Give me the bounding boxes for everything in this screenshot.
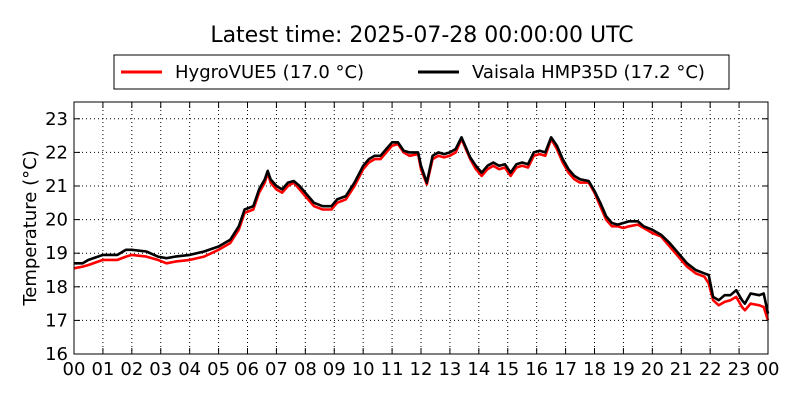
series-group — [73, 136, 770, 321]
x-tick-label: 08 — [294, 359, 317, 380]
x-tick-label: 16 — [525, 359, 548, 380]
x-tick-label: 11 — [381, 359, 404, 380]
x-tick-label: 05 — [207, 359, 230, 380]
series-line-1 — [74, 136, 770, 314]
legend-label-hygrovue5: HygroVUE5 (17.0 °C) — [175, 62, 364, 83]
x-tick-label: 07 — [265, 359, 288, 380]
y-axis-label: Temperature (°C) — [20, 150, 41, 306]
x-tick-label: 13 — [438, 359, 461, 380]
x-tick-label: 17 — [554, 359, 577, 380]
chart-title: Latest time: 2025-07-28 00:00:00 UTC — [210, 23, 633, 48]
x-tick-label: 10 — [352, 359, 375, 380]
y-tick-label: 19 — [45, 243, 68, 264]
x-tick-label: 06 — [236, 359, 259, 380]
x-tick-label: 21 — [670, 359, 693, 380]
y-tick-label: 17 — [45, 310, 68, 331]
x-tick-label: 23 — [728, 359, 751, 380]
x-tick-label: 19 — [612, 359, 635, 380]
y-tick-label: 21 — [45, 176, 68, 197]
x-tick-label: 12 — [410, 359, 433, 380]
x-tick-label: 00 — [63, 359, 86, 380]
x-tick-label: 04 — [178, 359, 201, 380]
y-tick-label: 23 — [45, 109, 68, 130]
x-tick-label: 09 — [323, 359, 346, 380]
x-tick-label: 18 — [583, 359, 606, 380]
legend: HygroVUE5 (17.0 °C) Vaisala HMP35D (17.2… — [113, 54, 730, 90]
x-tick-label: 02 — [120, 359, 143, 380]
x-tick-label: 03 — [149, 359, 172, 380]
y-tick-label: 16 — [45, 344, 68, 365]
axes: 00 01 02 03 04 05 06 07 08 09 10 11 12 13 14 15 16 17 18 19… — [45, 101, 780, 380]
x-tick-label: 15 — [496, 359, 519, 380]
y-tick-label: 22 — [45, 142, 68, 163]
y-tick-label: 18 — [45, 277, 68, 298]
x-tick-label: 01 — [91, 359, 114, 380]
legend-label-vaisala: Vaisala HMP35D (17.2 °C) — [472, 62, 705, 83]
x-tick-label: 00 — [757, 359, 780, 380]
grid — [74, 102, 768, 354]
y-tick-label: 20 — [45, 210, 68, 231]
plot-frame — [73, 101, 769, 355]
x-tick-label: 20 — [641, 359, 664, 380]
x-tick-label: 22 — [699, 359, 722, 380]
x-tick-label: 14 — [467, 359, 490, 380]
